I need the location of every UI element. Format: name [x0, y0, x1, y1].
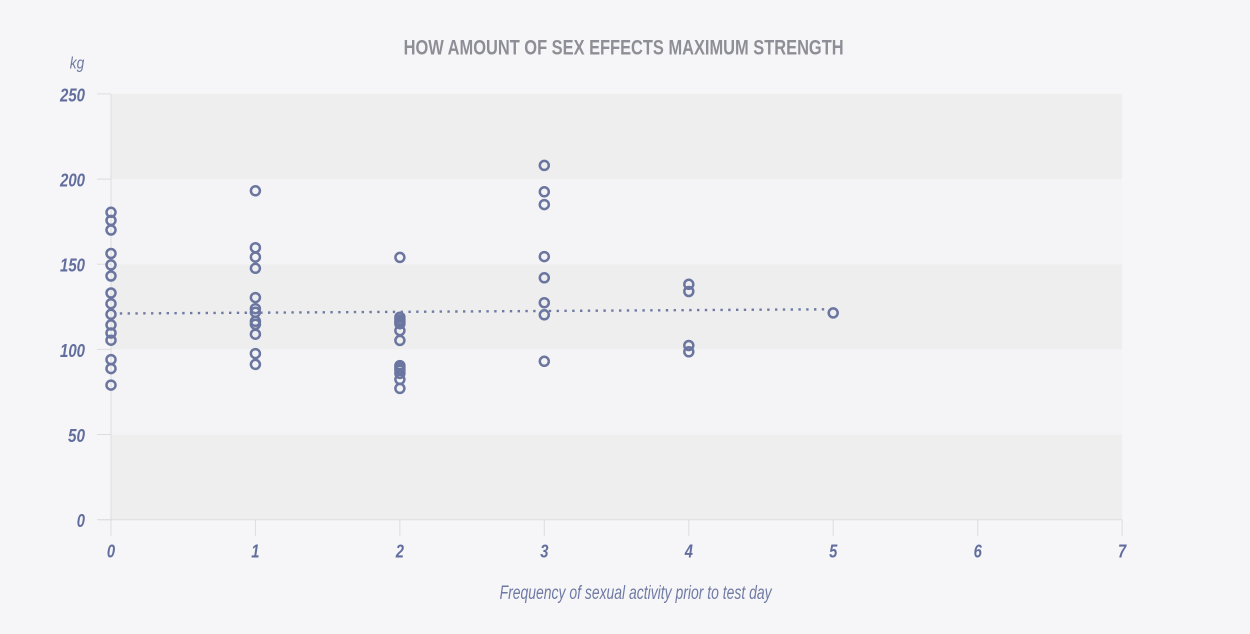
- svg-text:6: 6: [974, 541, 983, 562]
- svg-text:150: 150: [60, 255, 86, 276]
- svg-text:250: 250: [59, 84, 85, 105]
- svg-text:1: 1: [251, 541, 259, 562]
- svg-text:4: 4: [684, 541, 693, 562]
- svg-text:5: 5: [829, 541, 838, 562]
- svg-text:Frequency of sexual activity p: Frequency of sexual activity prior to te…: [500, 582, 773, 604]
- svg-text:7: 7: [1118, 541, 1128, 562]
- svg-text:100: 100: [60, 340, 86, 361]
- svg-text:200: 200: [59, 170, 85, 191]
- svg-text:HOW AMOUNT OF SEX EFFECTS MAXI: HOW AMOUNT OF SEX EFFECTS MAXIMUM STRENG…: [404, 35, 844, 59]
- svg-text:kg: kg: [70, 55, 85, 73]
- svg-text:2: 2: [395, 541, 405, 562]
- svg-text:0: 0: [107, 541, 116, 562]
- svg-text:0: 0: [77, 510, 86, 531]
- svg-text:3: 3: [540, 541, 549, 562]
- svg-text:50: 50: [68, 425, 86, 446]
